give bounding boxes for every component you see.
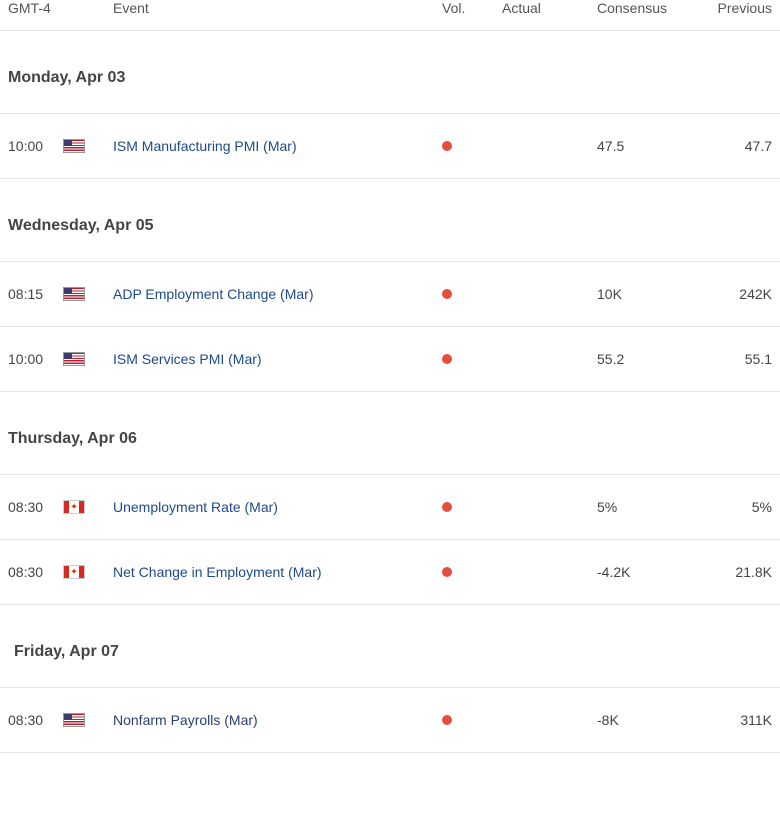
- col-header-time: GMT-4: [8, 0, 63, 16]
- event-consensus: 10K: [597, 286, 707, 302]
- event-consensus: -8K: [597, 712, 707, 728]
- event-time: 08:30: [8, 499, 63, 515]
- event-flag: ✦: [63, 565, 113, 579]
- volatility-dot-icon: [442, 354, 452, 364]
- event-row[interactable]: 08:30 ✦ Unemployment Rate (Mar) 5%5%: [0, 475, 780, 540]
- maple-leaf-icon: ✦: [70, 568, 78, 577]
- event-row[interactable]: 10:00 ISM Manufacturing PMI (Mar) 47.547.7: [0, 114, 780, 179]
- day-header: Monday, Apr 03: [0, 31, 780, 114]
- volatility-dot-icon: [442, 502, 452, 512]
- event-consensus: 47.5: [597, 138, 707, 154]
- event-link[interactable]: ISM Manufacturing PMI (Mar): [113, 138, 297, 154]
- event-volatility: [442, 289, 502, 299]
- event-name[interactable]: ISM Services PMI (Mar): [113, 351, 442, 367]
- us-flag-icon: [63, 287, 85, 301]
- event-name[interactable]: ISM Manufacturing PMI (Mar): [113, 138, 442, 154]
- event-consensus: 55.2: [597, 351, 707, 367]
- event-row[interactable]: 08:30 ✦ Net Change in Employment (Mar) -4.2…: [0, 540, 780, 605]
- col-header-actual: Actual: [502, 0, 597, 16]
- ca-flag-icon: ✦: [63, 565, 85, 579]
- volatility-dot-icon: [442, 567, 452, 577]
- event-time: 08:30: [8, 712, 63, 728]
- event-link[interactable]: Nonfarm Payrolls (Mar): [113, 712, 258, 728]
- event-time: 10:00: [8, 138, 63, 154]
- event-previous: 311K: [707, 712, 772, 728]
- us-flag-icon: [63, 139, 85, 153]
- event-name[interactable]: Unemployment Rate (Mar): [113, 499, 442, 515]
- event-volatility: [442, 567, 502, 577]
- day-header: Friday, Apr 07: [0, 605, 780, 688]
- economic-calendar-table: GMT-4 Event Vol. Actual Consensus Previo…: [0, 0, 780, 753]
- us-flag-icon: [63, 713, 85, 727]
- us-flag-icon: [63, 352, 85, 366]
- event-flag: [63, 713, 113, 727]
- event-time: 10:00: [8, 351, 63, 367]
- event-previous: 55.1: [707, 351, 772, 367]
- event-link[interactable]: ADP Employment Change (Mar): [113, 286, 313, 302]
- col-header-event: Event: [113, 0, 442, 16]
- event-volatility: [442, 502, 502, 512]
- event-previous: 47.7: [707, 138, 772, 154]
- event-row[interactable]: 10:00 ISM Services PMI (Mar) 55.255.1: [0, 327, 780, 392]
- event-volatility: [442, 354, 502, 364]
- event-time: 08:15: [8, 286, 63, 302]
- event-flag: ✦: [63, 500, 113, 514]
- event-flag: [63, 139, 113, 153]
- event-link[interactable]: Unemployment Rate (Mar): [113, 499, 278, 515]
- col-header-previous: Previous: [707, 0, 772, 16]
- event-volatility: [442, 715, 502, 725]
- event-name[interactable]: Net Change in Employment (Mar): [113, 564, 442, 580]
- event-row[interactable]: 08:30 Nonfarm Payrolls (Mar) -8K311K: [0, 688, 780, 753]
- event-previous: 242K: [707, 286, 772, 302]
- volatility-dot-icon: [442, 289, 452, 299]
- table-header-row: GMT-4 Event Vol. Actual Consensus Previo…: [0, 0, 780, 31]
- volatility-dot-icon: [442, 715, 452, 725]
- col-header-consensus: Consensus: [597, 0, 707, 16]
- volatility-dot-icon: [442, 141, 452, 151]
- col-header-vol: Vol.: [442, 0, 502, 16]
- event-volatility: [442, 141, 502, 151]
- event-time: 08:30: [8, 564, 63, 580]
- event-name[interactable]: ADP Employment Change (Mar): [113, 286, 442, 302]
- ca-flag-icon: ✦: [63, 500, 85, 514]
- event-link[interactable]: ISM Services PMI (Mar): [113, 351, 262, 367]
- event-name[interactable]: Nonfarm Payrolls (Mar): [113, 712, 442, 728]
- day-header: Thursday, Apr 06: [0, 392, 780, 475]
- maple-leaf-icon: ✦: [70, 503, 78, 512]
- event-link[interactable]: Net Change in Employment (Mar): [113, 564, 322, 580]
- event-previous: 21.8K: [707, 564, 772, 580]
- event-row[interactable]: 08:15 ADP Employment Change (Mar) 10K242K: [0, 262, 780, 327]
- event-flag: [63, 287, 113, 301]
- event-consensus: 5%: [597, 499, 707, 515]
- day-header: Wednesday, Apr 05: [0, 179, 780, 262]
- event-flag: [63, 352, 113, 366]
- event-consensus: -4.2K: [597, 564, 707, 580]
- event-previous: 5%: [707, 499, 772, 515]
